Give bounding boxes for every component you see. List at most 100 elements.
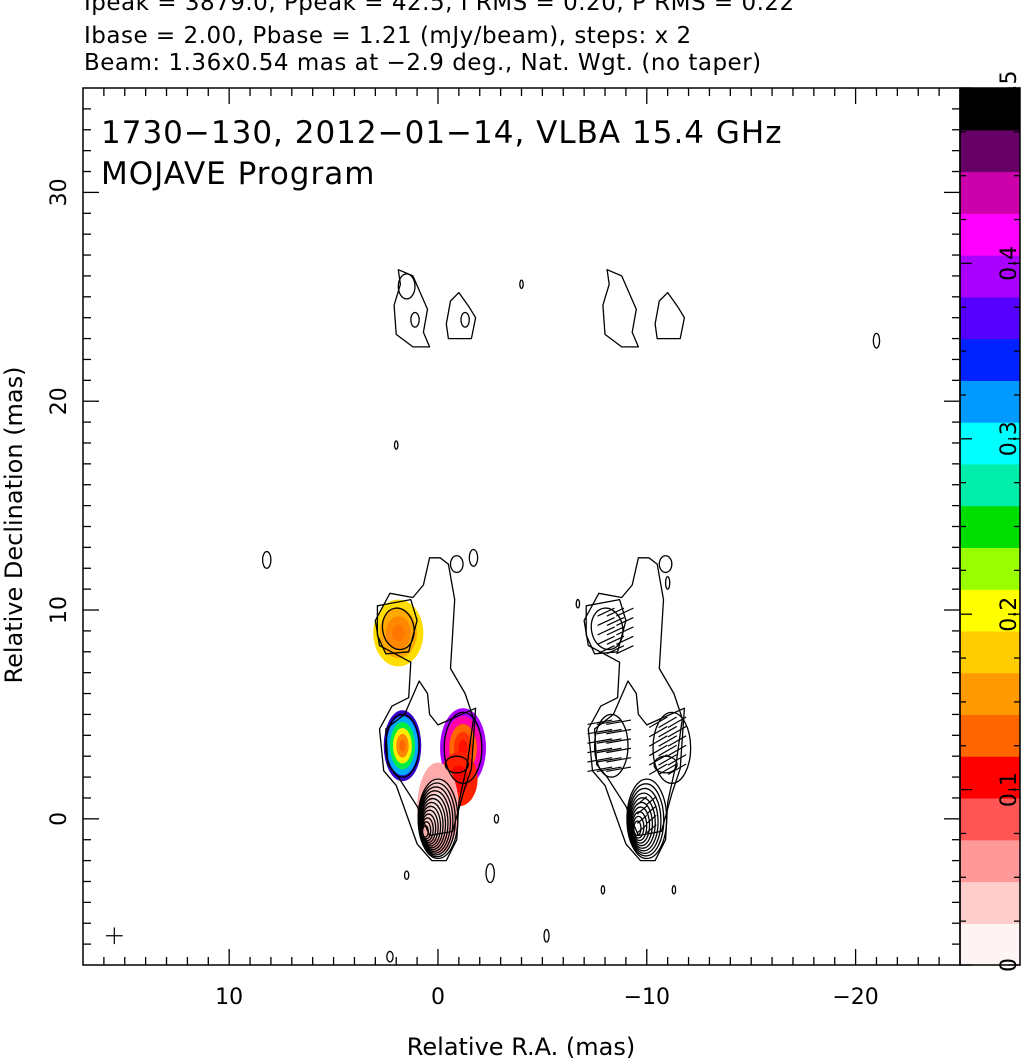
colorbar-band [960, 213, 1020, 256]
right-core-contour [633, 820, 642, 837]
evpa-vector-east [606, 757, 632, 763]
evpa-vector-east [596, 747, 622, 754]
evpa-vector-upper [606, 635, 625, 645]
evpa-vector-upper [616, 635, 634, 645]
colorbar-band [960, 463, 1020, 507]
evpa-vector-east [606, 766, 632, 773]
isolated-contour [575, 598, 581, 609]
evpa-vector-west [658, 763, 678, 775]
evpa-vector-core [646, 805, 657, 815]
right-east-knot-contour [593, 713, 629, 778]
evpa-vector-west [667, 735, 687, 747]
evpa-vector-west [667, 754, 687, 766]
evpa-vector-west [658, 725, 678, 738]
colorbar-band [960, 839, 1020, 883]
left-outer-contour [374, 557, 475, 862]
header-line-1: Ipeak = 3879.0, Ppeak = 42.5, I RMS = 0.… [84, 0, 795, 16]
evpa-vector-east [587, 757, 613, 763]
y-tick-label: 0 [47, 812, 72, 826]
pol-blob-core [431, 793, 445, 824]
evpa-vector-east [606, 719, 632, 726]
halo-inner-contour [410, 311, 420, 328]
right-core-contour [627, 787, 662, 855]
isolated-contour [485, 863, 496, 884]
evpa-vector-core [646, 814, 657, 824]
evpa-vector-east [587, 738, 613, 744]
isolated-contour [386, 950, 394, 963]
colorbar-band [960, 923, 1020, 966]
halo-inner-contour [460, 311, 470, 328]
right-west-knot-contour [652, 711, 692, 784]
colorbar-band [960, 714, 1020, 757]
evpa-vector-east [596, 719, 622, 726]
evpa-vector-upper [606, 626, 625, 636]
evpa-vector-west [667, 725, 687, 738]
evpa-vector-east [587, 719, 613, 726]
pol-blob-upper [392, 624, 405, 642]
x-tick-label: 10 [215, 985, 243, 1010]
evpa-vector-east [587, 766, 613, 773]
left-west-knot-contour [443, 711, 483, 784]
evpa-vectors [105, 607, 687, 945]
chart-title-line-2: MOJAVE Program [101, 156, 375, 192]
y-tick-label: 10 [47, 596, 72, 624]
evpa-vector-upper [616, 645, 634, 655]
isolated-contour [600, 885, 606, 895]
right-halo-east-contour [654, 291, 686, 340]
colorbar-band [960, 296, 1020, 340]
evpa-vector-west [667, 744, 687, 757]
evpa-vector-core [636, 805, 648, 815]
right-core-contour [629, 797, 656, 849]
isolated-contour [261, 550, 272, 569]
header-line-3: Beam: 1.36x0.54 mas at −2.9 deg., Nat. W… [84, 50, 762, 76]
isolated-contour [468, 548, 479, 567]
evpa-vector-upper [597, 607, 615, 617]
evpa-vector-core [646, 796, 657, 806]
colorbar-band [960, 756, 1020, 799]
right-core-contour [626, 778, 668, 860]
isolated-contour [519, 279, 524, 290]
x-tick-label: −10 [624, 985, 670, 1010]
evpa-vector-upper [606, 645, 625, 655]
left-upper-knot-contour [376, 598, 418, 655]
colorbar-tick-label: 0.3 [997, 421, 1022, 456]
left-east-knot-contour [385, 713, 420, 778]
evpa-vector-east [606, 728, 632, 735]
evpa-vector-west [648, 725, 668, 738]
colorbar-band [960, 88, 1020, 131]
evpa-vector-east [596, 728, 622, 735]
evpa-vector-west [658, 735, 678, 747]
evpa-vector-upper [597, 616, 615, 627]
evpa-vector-upper [597, 645, 615, 655]
left-halo-contour [393, 269, 431, 348]
right-halo-contour [602, 269, 640, 348]
left-core-contour [421, 825, 429, 838]
evpa-vector-core [636, 796, 648, 806]
evpa-vector-west [648, 744, 668, 757]
colorbar-band [960, 589, 1020, 632]
evpa-vector-core [636, 814, 648, 824]
colorbar-band [960, 129, 1020, 173]
colorbar-band [960, 630, 1020, 674]
colorbar-band [960, 505, 1020, 548]
evpa-vector-east [596, 757, 622, 763]
y-tick-label: 30 [47, 178, 72, 206]
isolated-contour [393, 440, 399, 450]
colorbar-band [960, 881, 1020, 924]
evpa-vector-east [606, 747, 632, 754]
right-upper-knot-inner [590, 607, 624, 651]
left-halo-east-contour [445, 291, 477, 340]
evpa-vector-upper [597, 626, 615, 636]
evpa-vector-east [596, 738, 622, 744]
tick-labels: 0 0.1 0.2 0.3 0.4 0.5 10 0 −10 −20 0 10 20 30 [47, 71, 1022, 1011]
evpa-vector-west [667, 763, 687, 775]
axis-ticks [83, 87, 1020, 966]
header-line-2: Ibase = 2.00, Pbase = 1.21 (mJy/beam), s… [84, 23, 692, 49]
colorbar-tick-label: 0.1 [997, 772, 1022, 807]
isolated-contour [493, 814, 500, 824]
right-core-contour [630, 806, 651, 844]
evpa-vector-upper [606, 607, 625, 617]
colorbar [960, 88, 1020, 966]
y-tick-label: 20 [47, 387, 72, 415]
evpa-vector-west [658, 754, 678, 766]
